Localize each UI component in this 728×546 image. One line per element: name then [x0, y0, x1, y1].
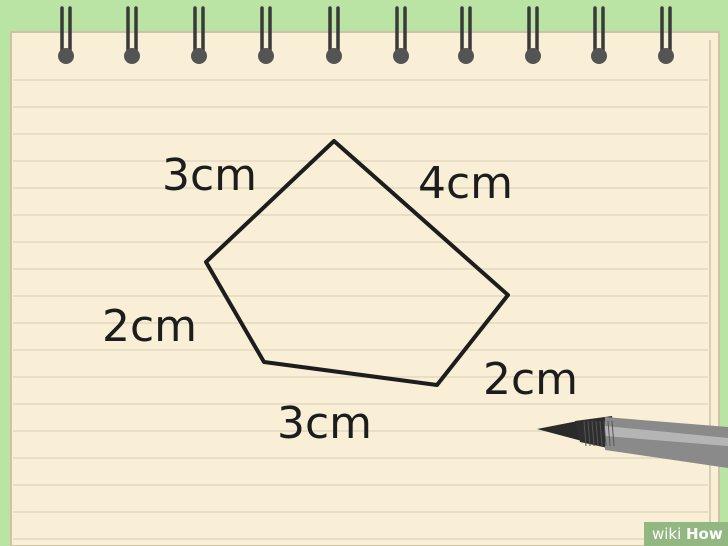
ring-hole [326, 48, 342, 64]
ring-hole [525, 48, 541, 64]
pen-hatch-line [587, 420, 591, 447]
spiral-ring [326, 6, 342, 64]
spiral-ring [393, 6, 409, 64]
ring-hole [258, 48, 274, 64]
pen-highlight [605, 426, 728, 446]
spiral-ring [591, 6, 607, 64]
ring-hole [591, 48, 607, 64]
paper-sheet [10, 31, 720, 546]
pen-hatch-line [595, 420, 599, 447]
pen-hatch-line [583, 420, 587, 447]
ruled-lines [13, 79, 708, 540]
label-bottom-side: 3cm [277, 398, 372, 449]
spiral-ring [525, 6, 541, 64]
pen-hatch-line [611, 420, 615, 447]
spiral-ring [191, 6, 207, 64]
label-left-side: 2cm [102, 301, 197, 352]
pen-hatch-line [603, 420, 607, 447]
spiral-ring [458, 6, 474, 64]
pen-icon [537, 416, 728, 468]
pentagon-shape [204, 139, 510, 387]
spiral-binding [58, 6, 674, 64]
spiral-ring [258, 6, 274, 64]
ring-hole [191, 48, 207, 64]
watermark-how: How [686, 525, 723, 543]
label-top-left-side: 3cm [162, 150, 257, 201]
pen-hatch-line [607, 420, 611, 447]
ring-hole [124, 48, 140, 64]
notepad-page [10, 31, 720, 546]
ring-hole [393, 48, 409, 64]
pen-grip-texture [583, 420, 615, 447]
pen-hatch-line [599, 420, 603, 447]
watermark-badge [644, 522, 728, 546]
label-top-right-side: 4cm [418, 158, 513, 209]
wikihow-watermark: wiki How [644, 522, 728, 546]
ring-hole [458, 48, 474, 64]
ring-hole [658, 48, 674, 64]
spiral-ring [124, 6, 140, 64]
spiral-ring [58, 6, 74, 64]
pen-tip [537, 421, 582, 441]
label-bottom-right-side: 2cm [483, 354, 578, 405]
pen-hatch-line [591, 420, 595, 447]
watermark-wiki: wiki [652, 525, 681, 543]
spiral-ring [658, 6, 674, 64]
ring-hole [58, 48, 74, 64]
